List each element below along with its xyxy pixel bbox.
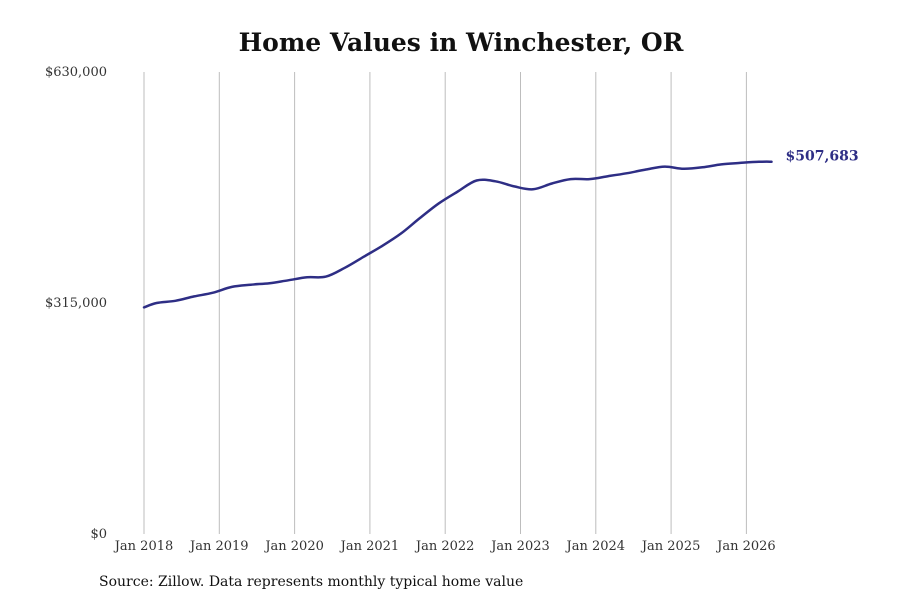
y-axis-ticks: $0 $315,000 $630,000 bbox=[45, 65, 107, 542]
gridlines bbox=[143, 72, 747, 534]
end-value-label: $507,683 bbox=[786, 149, 859, 165]
x-tick-label: Jan 2025 bbox=[640, 539, 701, 554]
x-tick-label: Jan 2020 bbox=[263, 539, 324, 554]
y-tick-label: $315,000 bbox=[45, 296, 107, 311]
y-tick-label: $0 bbox=[90, 527, 107, 542]
x-tick-label: Jan 2022 bbox=[414, 539, 475, 554]
x-tick-label: Jan 2023 bbox=[489, 539, 550, 554]
x-axis-ticks: Jan 2018 Jan 2019 Jan 2020 Jan 2021 Jan 2022… bbox=[113, 539, 776, 554]
x-tick-label: Jan 2019 bbox=[188, 539, 249, 554]
x-tick-label: Jan 2026 bbox=[715, 539, 776, 554]
x-tick-label: Jan 2021 bbox=[339, 539, 400, 554]
y-tick-label: $630,000 bbox=[45, 65, 107, 80]
series-line bbox=[142, 160, 773, 309]
x-tick-label: Jan 2018 bbox=[113, 539, 174, 554]
chart-title: Home Values in Winchester, OR bbox=[238, 28, 684, 57]
x-tick-label: Jan 2024 bbox=[565, 539, 626, 554]
source-note: Source: Zillow. Data represents monthly … bbox=[99, 574, 524, 590]
